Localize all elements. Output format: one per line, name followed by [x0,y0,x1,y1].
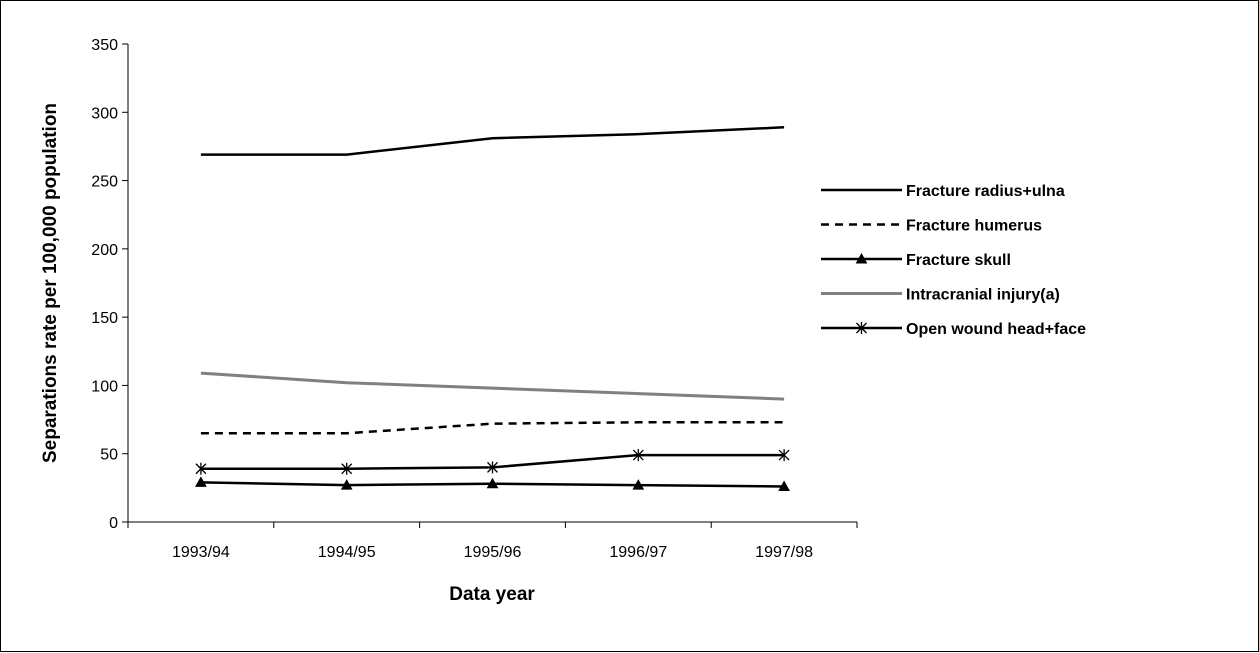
series-intracranial-injury-a [200,371,785,401]
series-open-wound-head-face [195,449,790,475]
legend-item: Fracture radius+ulna [821,183,1065,200]
y-tick-label: 100 [91,378,118,395]
asterisk-marker [778,449,790,462]
triangle-marker [855,252,868,264]
y-tick-label: 250 [91,174,118,191]
axes [127,44,857,523]
legend-label: Fracture radius+ulna [906,183,1065,200]
series-line [200,371,785,401]
x-tick-label: 1993/94 [172,544,230,561]
asterisk-marker [632,449,644,462]
legend-label: Fracture skull [906,252,1011,269]
legend-item: Fracture humerus [821,218,1042,235]
asterisk-marker [856,322,867,334]
asterisk-marker [341,462,353,475]
legend-item: Fracture skull [821,252,1011,269]
asterisk-marker [487,461,498,474]
legend: Fracture radius+ulna Fracture humerus Frac… [821,183,1086,338]
legend-item: Open wound head+face [821,321,1086,338]
x-tick-label: 1994/95 [318,544,376,561]
legend-item: Intracranial injury(a) [821,287,1060,304]
y-tick-label: 0 [109,515,118,532]
x-tick-label: 1996/97 [609,544,667,561]
y-tick-label: 50 [100,447,118,464]
series-layer [195,126,790,491]
triangle-marker [486,477,499,489]
x-ticks: 1993/94 1994/95 1995/96 1996/97 1997/98 [127,522,858,561]
triangle-marker [195,476,207,487]
x-tick-label: 1997/98 [755,544,813,561]
series-line [200,421,785,435]
series-fracture-radius-ulna [200,126,785,156]
series-line [200,126,785,156]
asterisk-marker [195,462,207,475]
triangle-marker [632,479,645,490]
legend-label: Intracranial injury(a) [906,287,1060,304]
legend-label: Open wound head+face [906,321,1086,338]
y-tick-label: 200 [91,242,118,259]
y-ticks: 0 50 100 150 200 250 300 350 [91,37,128,532]
y-axis-title: Separations rate per 100,000 population [40,103,61,463]
legend-label: Fracture humerus [906,218,1042,235]
y-tick-label: 150 [91,310,118,327]
y-tick-label: 300 [91,105,118,122]
triangle-marker [778,480,790,491]
series-fracture-skull [195,476,790,491]
x-tick-label: 1995/96 [464,544,522,561]
x-axis-title: Data year [449,584,535,605]
series-fracture-humerus [200,421,785,435]
triangle-marker [340,479,353,490]
y-tick-label: 350 [91,37,118,54]
